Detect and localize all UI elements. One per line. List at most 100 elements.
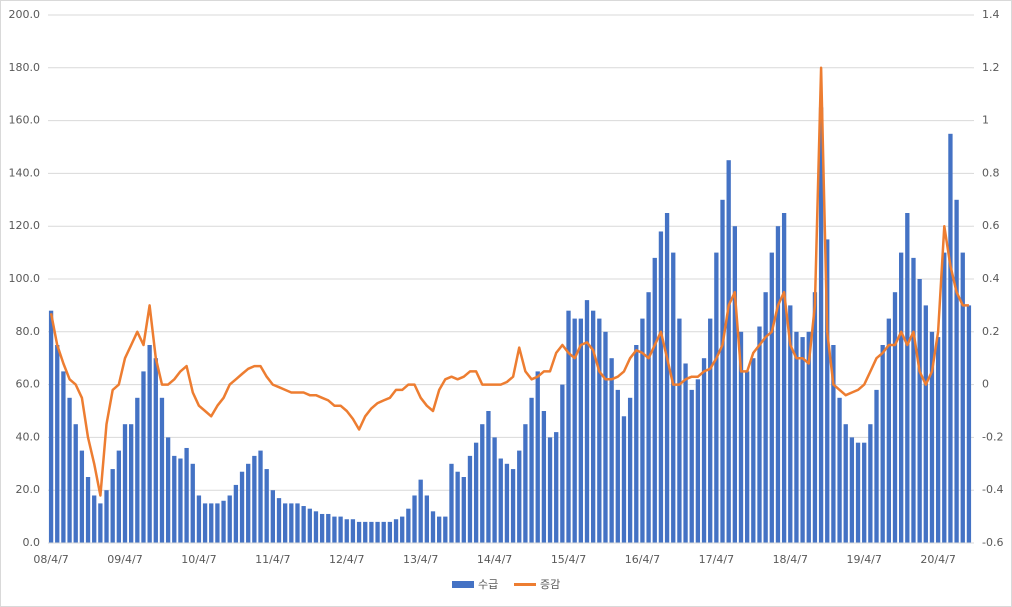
y-tick-label: 180.0 [9, 61, 41, 74]
bar [769, 252, 774, 543]
bar [400, 516, 405, 543]
bar [319, 513, 325, 543]
bar [541, 411, 547, 543]
x-tick-label: 09/4/7 [107, 553, 142, 566]
bar [966, 305, 972, 543]
bar [560, 384, 565, 543]
legend-label: 증감 [540, 578, 560, 591]
bar [443, 516, 448, 543]
bar [572, 318, 577, 543]
bar [227, 495, 232, 543]
y-tick-label: 80.0 [16, 325, 41, 338]
bar [233, 484, 239, 543]
bar [862, 442, 867, 543]
y2-tick-label: 1.2 [982, 61, 1000, 74]
x-tick-label: 13/4/7 [403, 553, 438, 566]
bar [178, 458, 183, 543]
bar [935, 337, 941, 543]
bar [430, 511, 436, 543]
bar [73, 424, 78, 543]
bar [775, 226, 781, 543]
bar [147, 345, 152, 543]
bar [960, 252, 965, 543]
bar [116, 450, 121, 543]
x-tick-label: 10/4/7 [181, 553, 216, 566]
bar [461, 477, 466, 543]
bar [695, 379, 701, 543]
bar [424, 495, 429, 543]
bar [603, 331, 608, 543]
bar [627, 397, 633, 543]
bar [529, 397, 534, 543]
bar [165, 437, 171, 543]
bar [344, 519, 349, 543]
bar [467, 455, 473, 543]
bar [911, 257, 916, 543]
x-tick-label: 11/4/7 [255, 553, 290, 566]
bar [437, 516, 442, 543]
bar [289, 503, 294, 543]
bar [449, 463, 454, 543]
bar [634, 345, 639, 543]
bar [159, 397, 165, 543]
bar [757, 326, 762, 543]
bar [677, 318, 682, 543]
bar [923, 305, 928, 543]
bar [825, 239, 830, 543]
bar [794, 331, 799, 543]
bar [67, 397, 72, 543]
bar [584, 300, 590, 543]
y-tick-label: 120.0 [9, 219, 41, 232]
bar [708, 318, 713, 543]
bar [781, 213, 787, 543]
bar [375, 521, 380, 543]
y-tick-label: 40.0 [16, 430, 41, 443]
bar [301, 506, 306, 543]
bar [899, 252, 904, 543]
bar [61, 371, 66, 543]
bar [412, 495, 417, 543]
bar [664, 213, 670, 543]
bar [202, 503, 208, 543]
bar [55, 345, 60, 543]
bar [246, 463, 251, 543]
bar [129, 424, 134, 543]
bar [745, 371, 750, 543]
bar [646, 292, 651, 543]
y-tick-label: 200.0 [9, 8, 41, 21]
bar [307, 508, 312, 543]
bar [701, 358, 707, 543]
bar [849, 437, 855, 543]
y-tick-label: 160.0 [9, 114, 41, 127]
bar [621, 416, 627, 543]
x-tick-label: 18/4/7 [773, 553, 808, 566]
bar [122, 424, 128, 543]
bar [264, 469, 269, 543]
bar [270, 490, 275, 543]
bar [252, 455, 257, 543]
bar [504, 463, 510, 543]
bar [350, 519, 356, 543]
bar [942, 252, 947, 543]
bar [172, 455, 177, 543]
y-tick-label: 20.0 [16, 483, 41, 496]
line [49, 66, 969, 497]
bar [369, 521, 374, 543]
x-tick-label: 14/4/7 [477, 553, 512, 566]
bar [738, 331, 744, 543]
bar [48, 310, 54, 543]
bar [671, 252, 676, 543]
bar [215, 503, 220, 543]
bar [788, 305, 793, 543]
bar [714, 252, 719, 543]
bar [868, 424, 873, 543]
bar [486, 411, 491, 543]
bar [683, 363, 688, 543]
bar [658, 231, 664, 544]
legend-label: 수급 [478, 578, 498, 591]
bar [689, 389, 694, 543]
bar [523, 424, 528, 543]
bar [221, 500, 226, 543]
bar [535, 371, 540, 543]
